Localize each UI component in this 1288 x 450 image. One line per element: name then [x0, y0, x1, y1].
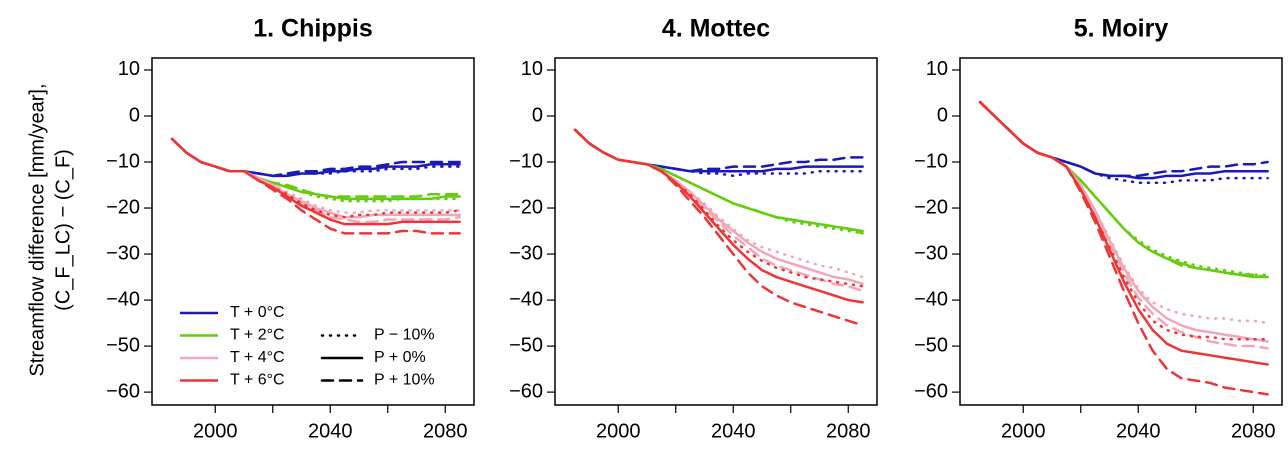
- y-tick-label: −50: [106, 334, 140, 356]
- series-line: [978, 100, 1269, 279]
- series-line: [170, 137, 461, 224]
- y-tick-label: −20: [914, 196, 948, 218]
- y-tick-label: −60: [509, 380, 543, 402]
- series-line: [170, 137, 461, 214]
- series-line: [978, 100, 1269, 366]
- x-tick-label: 2040: [308, 420, 353, 442]
- x-tick-label: 2040: [711, 420, 756, 442]
- legend-label: T + 2°C: [230, 327, 285, 344]
- series-line: [978, 100, 1269, 277]
- series-line: [978, 100, 1269, 279]
- y-axis-label: Streamflow difference [mm/year],: [26, 83, 48, 376]
- series-line: [573, 128, 864, 173]
- series-line: [978, 100, 1269, 178]
- legend-label: P + 10%: [374, 372, 435, 389]
- y-tick-label: −60: [914, 380, 948, 402]
- y-tick-label: 0: [532, 104, 543, 126]
- series-line: [573, 128, 864, 286]
- series-line: [170, 137, 461, 178]
- x-tick-label: 2040: [1116, 420, 1161, 442]
- plot-frame: [959, 57, 1283, 406]
- series-line: [573, 128, 864, 293]
- y-tick-label: −10: [106, 150, 140, 172]
- legend-label: P − 10%: [374, 327, 435, 344]
- x-tick-label: 2080: [423, 420, 468, 442]
- y-tick-label: −50: [914, 334, 948, 356]
- plot-frame: [554, 57, 878, 406]
- series-line: [573, 128, 864, 327]
- y-tick-label: −30: [509, 242, 543, 264]
- series-line: [170, 137, 461, 235]
- series-line: [978, 100, 1269, 350]
- y-tick-label: 10: [118, 58, 140, 80]
- y-tick-label: 10: [926, 58, 948, 80]
- panel-title: 4. Mottec: [662, 15, 770, 43]
- series-line: [573, 128, 864, 173]
- y-axis-label: (C_F_LC) − (C_F): [52, 149, 74, 311]
- panel-title: 1. Chippis: [253, 15, 372, 43]
- x-tick-label: 2080: [826, 420, 871, 442]
- y-tick-label: −60: [106, 380, 140, 402]
- y-tick-label: −40: [914, 288, 948, 310]
- y-tick-label: −20: [509, 196, 543, 218]
- series-line: [978, 100, 1269, 180]
- series-line: [978, 100, 1269, 396]
- y-tick-label: −30: [106, 242, 140, 264]
- x-tick-label: 2080: [1231, 420, 1276, 442]
- y-tick-label: −10: [509, 150, 543, 172]
- x-tick-label: 2000: [596, 420, 641, 442]
- legend-label: T + 0°C: [230, 304, 285, 321]
- y-tick-label: −40: [509, 288, 543, 310]
- series-line: [573, 128, 864, 279]
- series-line: [978, 100, 1269, 341]
- y-tick-label: −30: [914, 242, 948, 264]
- plot-frame: [151, 57, 475, 406]
- y-tick-label: −10: [914, 150, 948, 172]
- y-tick-label: 10: [521, 58, 543, 80]
- y-tick-label: −50: [509, 334, 543, 356]
- series-line: [573, 128, 864, 233]
- series-line: [573, 128, 864, 304]
- y-tick-label: 0: [129, 104, 140, 126]
- panel-title: 5. Moiry: [1074, 15, 1169, 43]
- series-line: [170, 137, 461, 226]
- series-line: [573, 128, 864, 288]
- x-tick-label: 2000: [193, 420, 238, 442]
- legend-label: P + 0%: [374, 349, 426, 366]
- y-tick-label: −40: [106, 288, 140, 310]
- y-tick-label: −20: [106, 196, 140, 218]
- x-tick-label: 2000: [1001, 420, 1046, 442]
- y-tick-label: 0: [937, 104, 948, 126]
- legend-label: T + 4°C: [230, 349, 285, 366]
- legend-label: T + 6°C: [230, 372, 285, 389]
- series-line: [978, 100, 1269, 343]
